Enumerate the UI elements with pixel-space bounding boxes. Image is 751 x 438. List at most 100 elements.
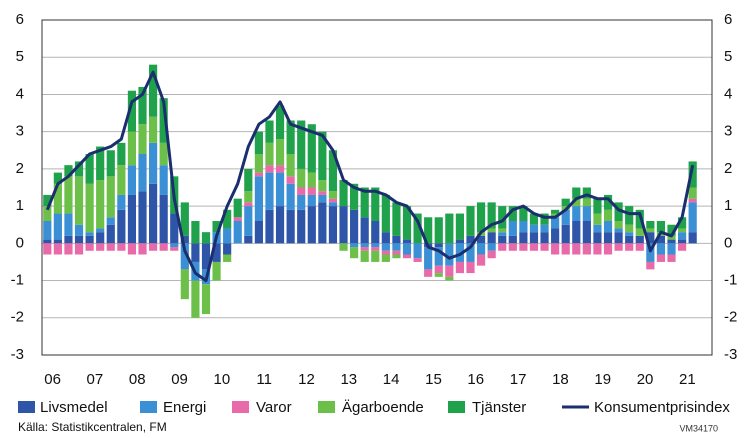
bar-segment: [191, 280, 200, 318]
bar-segment: [646, 228, 655, 233]
bar-segment: [212, 221, 221, 233]
bar-segment: [392, 235, 401, 244]
bar-segment: [149, 142, 158, 184]
legend-label: Energi: [163, 399, 206, 416]
bar-segment: [603, 243, 613, 255]
bar-segment: [519, 232, 528, 244]
bar-segment: [275, 139, 285, 166]
y2-tick-label: 4: [724, 85, 732, 102]
bar-segment: [254, 176, 263, 221]
bar-segment: [434, 273, 443, 277]
bar-segment: [529, 232, 539, 244]
bar-segment: [106, 243, 115, 251]
bar-segment: [275, 172, 285, 207]
x-tick-label: 20: [637, 371, 654, 388]
x-tick-label: 17: [510, 371, 527, 388]
x-tick-label: 07: [87, 371, 104, 388]
bar-segment: [53, 243, 62, 255]
bar-segment: [265, 209, 274, 244]
bar-segment: [635, 235, 644, 244]
bar-segment: [455, 243, 464, 262]
bar-segment: [667, 235, 676, 240]
bar-segment: [445, 243, 454, 266]
bar-segment: [339, 180, 348, 207]
bar-segment: [297, 120, 306, 169]
bar-segment: [381, 243, 390, 251]
bar-segment: [286, 209, 295, 244]
y-tick-label: 6: [16, 11, 24, 28]
bar-segment: [275, 105, 285, 140]
bar-segment: [85, 154, 94, 184]
legend-swatch: [18, 401, 35, 413]
bar-segment: [74, 235, 84, 244]
bar-segment: [117, 142, 126, 166]
bar-segment: [498, 243, 507, 251]
x-tick-label: 21: [679, 371, 696, 388]
bar-segment: [85, 243, 94, 251]
bar-segment: [223, 243, 232, 255]
bar-segment: [445, 213, 454, 244]
bar-segment: [593, 224, 602, 233]
y2-tick-label: 3: [724, 123, 732, 140]
bar-segment: [551, 228, 560, 244]
bar-segment: [551, 217, 560, 229]
bar-segment: [381, 254, 390, 262]
y-tick-label: -3: [11, 346, 24, 363]
bar-segment: [593, 243, 602, 255]
bar-segment: [381, 232, 390, 244]
legend-label: Varor: [256, 399, 292, 416]
bar-segment: [254, 221, 263, 244]
bar-segment: [476, 235, 486, 244]
bar-segment: [445, 265, 454, 277]
bar-segment: [297, 209, 306, 244]
x-tick-label: 10: [214, 371, 231, 388]
bar-segment: [603, 232, 613, 244]
bar-segment: [265, 165, 274, 173]
bar-segment: [43, 206, 52, 221]
bar-segment: [392, 250, 401, 255]
bar-segment: [381, 250, 390, 255]
x-tick-label: 14: [383, 371, 400, 388]
bar-segment: [106, 150, 115, 177]
y-tick-label: 2: [16, 160, 24, 177]
bar-segment: [159, 243, 168, 251]
y2-tick-label: 6: [724, 11, 732, 28]
bar-segment: [656, 235, 666, 244]
bar-segment: [424, 217, 433, 244]
legend-label: Konsumentprisindex: [594, 399, 730, 416]
bar-segment: [53, 172, 62, 184]
bar-segment: [265, 120, 274, 143]
bar-segment: [159, 98, 168, 143]
bar-segment: [688, 202, 697, 233]
bar-segment: [180, 235, 189, 244]
bar-segment: [498, 232, 507, 236]
bar-segment: [350, 209, 359, 244]
bar-segment: [381, 194, 390, 233]
bar-segment: [233, 198, 242, 218]
bar-segment: [476, 243, 486, 255]
bar-segment: [201, 232, 211, 244]
legend-swatch: [232, 401, 249, 413]
bar-segment: [476, 202, 486, 233]
bar-segment: [339, 243, 348, 251]
x-tick-label: 12: [298, 371, 315, 388]
bar-segment: [561, 224, 570, 244]
x-tick-label: 19: [594, 371, 611, 388]
bar-segment: [159, 165, 168, 195]
bar-segment: [96, 180, 105, 229]
bar-segment: [434, 217, 443, 244]
bar-segment: [64, 213, 73, 236]
bar-segment: [223, 254, 232, 262]
bar-segment: [646, 232, 655, 244]
bar-segment: [635, 209, 644, 229]
y2-tick-label: -2: [724, 309, 737, 326]
bar-segment: [572, 187, 581, 199]
line-series: [45, 70, 695, 283]
legend-swatch: [448, 401, 465, 413]
bar-segment: [360, 250, 369, 262]
legend-label: Tjänster: [472, 399, 526, 416]
bar-segment: [170, 243, 179, 248]
bar-segment: [667, 254, 676, 262]
bar-segment: [487, 250, 496, 259]
